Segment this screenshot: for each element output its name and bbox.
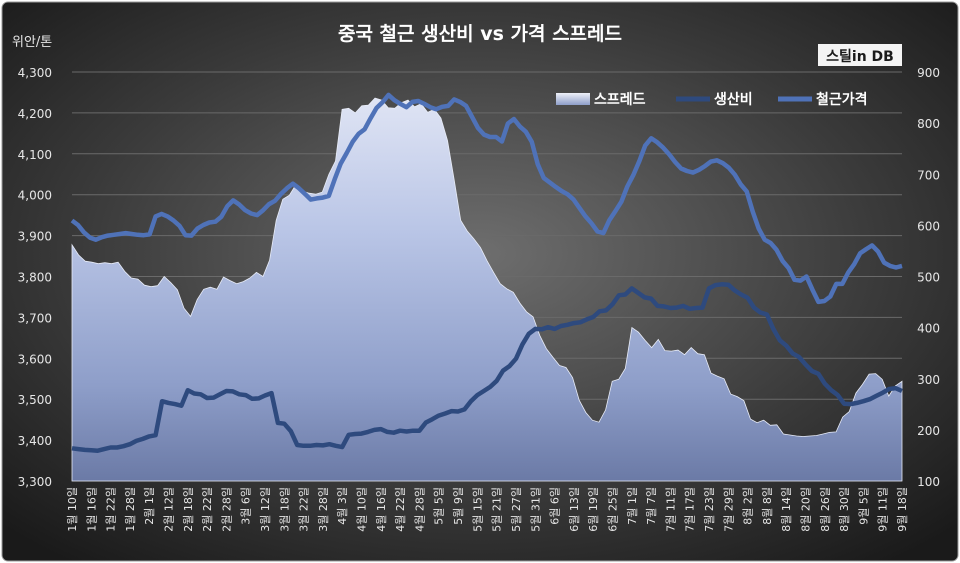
x-axis-tick-label: 8월 8일 bbox=[760, 487, 774, 525]
x-axis-tick-label: 1월 10일 bbox=[65, 487, 79, 532]
x-axis-tick-label: 5월 21일 bbox=[490, 487, 504, 532]
x-axis-tick-label: 2월 1일 bbox=[142, 487, 156, 525]
left-axis-tick-label: 3,700 bbox=[18, 311, 52, 325]
x-axis-tick-label: 9월 11일 bbox=[876, 487, 890, 532]
x-axis-tick-label: 7월 7일 bbox=[644, 487, 658, 525]
series-line-rebar-price bbox=[70, 92, 903, 305]
x-axis-tick-label: 6월 6일 bbox=[548, 487, 562, 525]
x-axis-tick-label: 8월 20일 bbox=[799, 487, 813, 532]
left-axis-tick-label: 3,300 bbox=[18, 475, 52, 489]
x-axis-tick-label: 7월 11일 bbox=[663, 487, 677, 532]
x-axis-tick-label: 8월 26일 bbox=[818, 487, 832, 532]
x-axis-tick-label: 5월 5일 bbox=[432, 487, 446, 525]
right-axis-tick-label: 800 bbox=[917, 117, 940, 131]
x-axis-tick-label: 9월 18일 bbox=[895, 487, 909, 532]
right-axis-tick-label: 600 bbox=[917, 219, 940, 233]
x-axis-tick-label: 7월 17일 bbox=[683, 487, 697, 532]
x-axis-tick-label: 4월 3일 bbox=[335, 487, 349, 525]
left-axis-tick-label: 3,800 bbox=[18, 271, 52, 285]
x-axis-tick-label: 4월 22일 bbox=[393, 487, 407, 532]
x-axis-tick-label: 2월 12일 bbox=[162, 487, 176, 532]
x-axis-tick-label: 3월 12일 bbox=[258, 487, 272, 532]
x-axis-tick-label: 1월 16일 bbox=[84, 487, 98, 532]
x-axis-tick-label: 8월 30일 bbox=[837, 487, 851, 532]
x-axis-tick-label: 4월 16일 bbox=[374, 487, 388, 532]
x-axis-tick-label: 2월 28일 bbox=[219, 487, 233, 532]
x-axis-tick-label: 5월 15일 bbox=[470, 487, 484, 532]
left-axis-tick-label: 3,500 bbox=[18, 393, 52, 407]
x-axis-tick-label: 3월 18일 bbox=[277, 487, 291, 532]
right-axis-tick-label: 200 bbox=[917, 424, 940, 438]
right-axis-tick-label: 900 bbox=[917, 66, 940, 80]
x-axis-ticks: 1월 10일 1월 16일 1월 22일 1월 28일 2월 1일 2월 12일 2월 18… bbox=[65, 487, 909, 532]
right-axis-tick-label: 400 bbox=[917, 322, 940, 336]
x-axis-tick-label: 1월 28일 bbox=[123, 487, 137, 532]
x-axis-tick-label: 3월 22일 bbox=[297, 487, 311, 532]
right-axis-tick-label: 700 bbox=[917, 168, 940, 182]
x-axis-tick-label: 6월 25일 bbox=[606, 487, 620, 532]
watermark-text: 스틸in DB bbox=[826, 49, 894, 65]
left-axis-tick-label: 4,300 bbox=[18, 66, 52, 80]
x-axis-tick-label: 8월 2일 bbox=[741, 487, 755, 525]
left-axis-tick-label: 4,200 bbox=[18, 107, 52, 121]
x-axis-tick-label: 4월 10일 bbox=[355, 487, 369, 532]
x-axis-tick-label: 2월 18일 bbox=[181, 487, 195, 532]
legend-swatch-spread bbox=[556, 93, 590, 105]
series-line-production-cost bbox=[71, 282, 903, 453]
x-axis-tick-label: 1월 22일 bbox=[104, 487, 118, 532]
x-axis-tick-label: 6월 13일 bbox=[567, 487, 581, 532]
x-axis-tick-label: 7월 23일 bbox=[702, 487, 716, 532]
right-axis-tick-label: 300 bbox=[917, 373, 940, 387]
x-axis-tick-label: 3월 28일 bbox=[316, 487, 330, 532]
right-axis-tick-label: 500 bbox=[917, 271, 940, 285]
x-axis-tick-label: 2월 22일 bbox=[200, 487, 214, 532]
chart-title: 중국 철근 생산비 vs 가격 스프레드 bbox=[338, 23, 622, 45]
x-axis-tick-label: 6월 19일 bbox=[586, 487, 600, 532]
left-axis-tick-label: 4,100 bbox=[18, 148, 52, 162]
x-axis-tick-label: 5월 31일 bbox=[528, 487, 542, 532]
x-axis-tick-label: 7월 29일 bbox=[721, 487, 735, 532]
right-axis-tick-label: 100 bbox=[917, 475, 940, 489]
legend-label-spread: 스프레드 bbox=[594, 92, 646, 108]
x-axis-tick-label: 5월 9일 bbox=[451, 487, 465, 525]
left-axis-tick-label: 3,400 bbox=[18, 434, 52, 448]
x-axis-tick-label: 3월 6일 bbox=[239, 487, 253, 525]
left-axis-unit: 위안/톤 bbox=[12, 35, 52, 50]
left-axis-tick-label: 3,600 bbox=[18, 352, 52, 366]
left-axis-tick-label: 3,900 bbox=[18, 230, 52, 244]
x-axis-tick-label: 9월 5일 bbox=[856, 487, 870, 525]
x-axis-tick-label: 7월 1일 bbox=[625, 487, 639, 525]
x-axis-tick-label: 8월 14일 bbox=[779, 487, 793, 532]
x-axis-tick-label: 5월 27일 bbox=[509, 487, 523, 532]
legend-label-production-cost: 생산비 bbox=[714, 91, 753, 108]
right-axis-ticks: 100 200 300 400 500 600 700 800 900 bbox=[917, 66, 940, 489]
legend-label-rebar-price: 철근가격 bbox=[816, 91, 868, 108]
series-area-spread bbox=[71, 97, 903, 482]
watermark-logo: 스틸in DB bbox=[818, 44, 902, 66]
left-axis-tick-label: 4,000 bbox=[18, 189, 52, 203]
left-axis-ticks: 3,300 3,400 3,500 3,600 3,700 3,800 3,900 4,000… bbox=[18, 66, 52, 489]
legend: 스프레드 생산비 철근가격 bbox=[556, 91, 868, 108]
x-axis-tick-label: 4월 28일 bbox=[412, 487, 426, 532]
